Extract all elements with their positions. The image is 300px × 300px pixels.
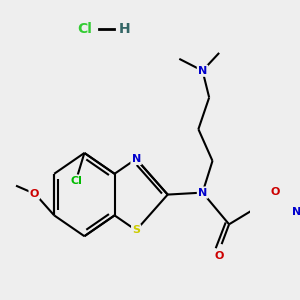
Text: Cl: Cl bbox=[77, 22, 92, 36]
Text: N: N bbox=[198, 66, 207, 76]
Text: O: O bbox=[214, 251, 224, 261]
Text: Cl: Cl bbox=[70, 176, 82, 186]
Text: N: N bbox=[292, 207, 300, 217]
Text: N: N bbox=[131, 154, 141, 164]
Text: N: N bbox=[198, 188, 207, 198]
Text: O: O bbox=[30, 189, 39, 199]
Text: O: O bbox=[271, 187, 280, 196]
Text: S: S bbox=[132, 225, 140, 235]
Text: H: H bbox=[118, 22, 130, 36]
